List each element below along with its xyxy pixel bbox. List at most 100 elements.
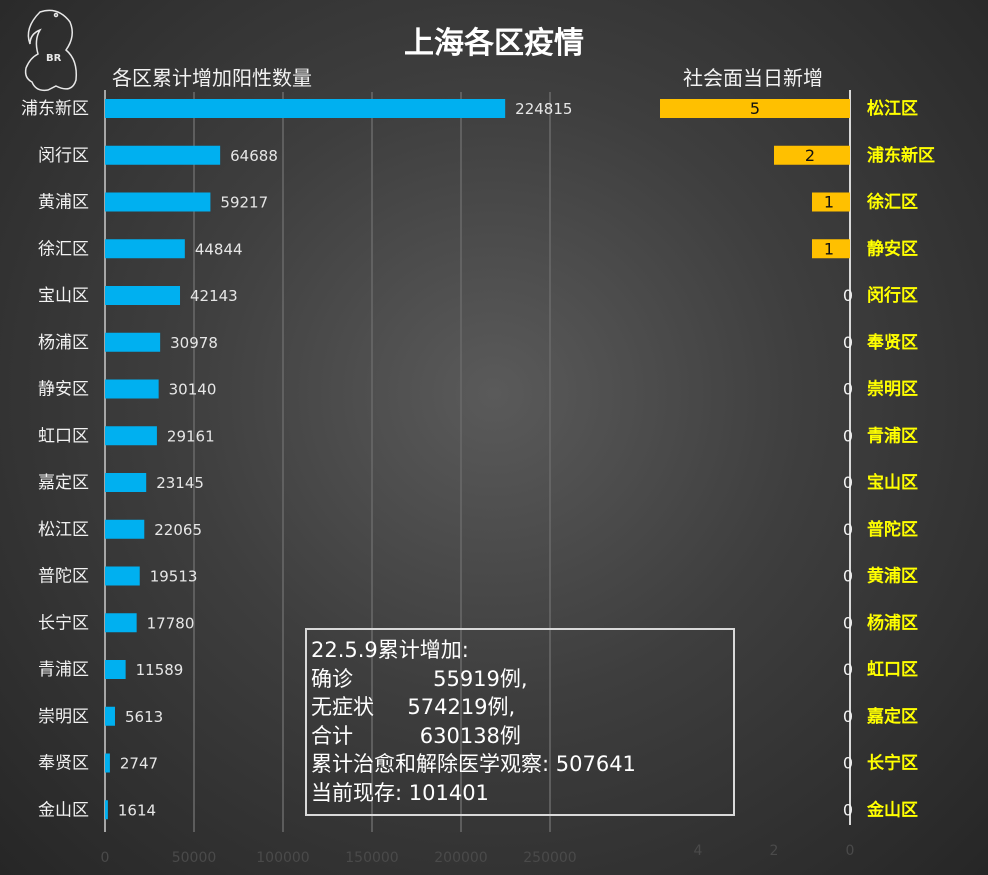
data-label: 23145 (156, 474, 204, 492)
data-label: 0 (843, 380, 853, 399)
category-label: 黄浦区 (867, 566, 918, 587)
bar (105, 566, 140, 586)
category-label: 松江区 (867, 98, 918, 119)
data-label: 0 (843, 613, 853, 632)
category-label: 金山区 (38, 800, 89, 820)
summary-line: 当前现存: 101401 (311, 780, 489, 805)
data-label: 0 (843, 660, 853, 679)
data-label: 29161 (167, 427, 215, 445)
summary-line: 22.5.9累计增加: (311, 638, 469, 662)
category-label: 长宁区 (867, 753, 918, 774)
chart-title: 上海各区疫情 (404, 26, 584, 61)
category-label: 奉贤区 (866, 332, 918, 353)
data-label: 1 (824, 193, 834, 212)
category-label: 浦东新区 (867, 145, 935, 166)
bar (812, 239, 850, 259)
bar (812, 192, 850, 212)
bar (105, 800, 108, 820)
bar (105, 286, 181, 305)
data-label: 59217 (220, 194, 268, 212)
category-label: 杨浦区 (867, 612, 918, 633)
category-label: 浦东新区 (21, 99, 89, 119)
x-tick-label: 0 (846, 843, 855, 859)
data-label: 0 (843, 800, 853, 819)
left-chart-subtitle: 各区累计增加阳性数量 (112, 66, 312, 90)
data-label: 64688 (230, 147, 278, 165)
data-label: 1614 (118, 801, 156, 819)
category-label: 宝山区 (38, 286, 89, 306)
category-label: 静安区 (867, 238, 918, 259)
summary-textbox: 22.5.9累计增加: 确诊 55919例, 无症状 574219例, 合计 6301… (305, 628, 735, 816)
data-label: 11589 (136, 661, 184, 679)
bar (105, 473, 147, 492)
data-label: 0 (843, 567, 853, 586)
summary-line: 合计 630138例 (311, 723, 521, 748)
category-label: 金山区 (866, 799, 918, 820)
category-label: 虹口区 (38, 426, 89, 446)
category-label: 长宁区 (38, 613, 89, 633)
bar (105, 706, 115, 726)
x-tick-label: 50000 (172, 850, 217, 866)
data-label: 42143 (190, 287, 238, 305)
category-label: 闵行区 (867, 285, 918, 306)
bar (105, 519, 145, 539)
right-chart-subtitle: 社会面当日新增 (683, 66, 823, 90)
x-tick-label: 4 (694, 843, 703, 859)
bar (660, 99, 850, 118)
category-label: 杨浦区 (38, 333, 89, 353)
parrot-logo-icon (24, 9, 78, 92)
bar (105, 99, 506, 118)
summary-line: 累计治愈和解除医学观察: 507641 (311, 752, 636, 776)
bar (105, 426, 157, 446)
x-tick-label: 200000 (434, 850, 487, 866)
category-label: 虹口区 (867, 660, 918, 680)
data-label: 0 (843, 707, 853, 726)
category-label: 静安区 (38, 380, 89, 400)
data-label: 0 (843, 520, 853, 539)
category-label: 青浦区 (867, 425, 918, 446)
data-label: 0 (843, 473, 853, 492)
category-label: 崇明区 (38, 707, 89, 727)
bar (105, 239, 185, 259)
category-label: 宝山区 (867, 472, 918, 493)
data-label: 17780 (147, 614, 195, 632)
category-label: 徐汇区 (866, 192, 918, 213)
data-label: 0 (843, 426, 853, 445)
category-label: 嘉定区 (38, 473, 89, 493)
data-label: 5613 (125, 708, 163, 726)
category-label: 普陀区 (867, 519, 918, 540)
x-tick-label: 250000 (523, 850, 576, 866)
summary-line: 确诊 55919例, (311, 666, 528, 691)
category-label: 闵行区 (38, 146, 89, 166)
summary-line: 无症状 574219例, (311, 695, 516, 719)
x-tick-label: 150000 (345, 850, 398, 866)
bar (105, 332, 161, 352)
category-label: 奉贤区 (38, 754, 89, 774)
x-tick-label: 2 (770, 843, 779, 859)
category-label: 普陀区 (38, 567, 89, 587)
data-label: 44844 (195, 240, 243, 258)
data-label: 0 (843, 333, 853, 352)
category-label: 黄浦区 (38, 193, 89, 213)
category-label: 青浦区 (38, 660, 89, 680)
category-label: 松江区 (38, 520, 89, 540)
category-label: 徐汇区 (38, 239, 89, 259)
data-label: 2747 (120, 755, 158, 773)
data-label: 2 (805, 146, 815, 165)
data-label: 0 (843, 286, 853, 305)
bar (105, 613, 137, 633)
bar (105, 379, 159, 399)
category-label: 崇明区 (867, 380, 918, 400)
bar (774, 145, 850, 165)
data-label: 224815 (515, 100, 572, 118)
logo-text: BR (46, 53, 62, 64)
x-tick-label: 100000 (256, 850, 309, 866)
x-tick-label: 0 (101, 850, 110, 866)
category-label: 嘉定区 (866, 706, 918, 727)
bar (105, 660, 126, 679)
data-label: 5 (750, 99, 760, 118)
data-label: 19513 (150, 568, 198, 586)
data-label: 30140 (169, 381, 217, 399)
bar (105, 753, 110, 773)
